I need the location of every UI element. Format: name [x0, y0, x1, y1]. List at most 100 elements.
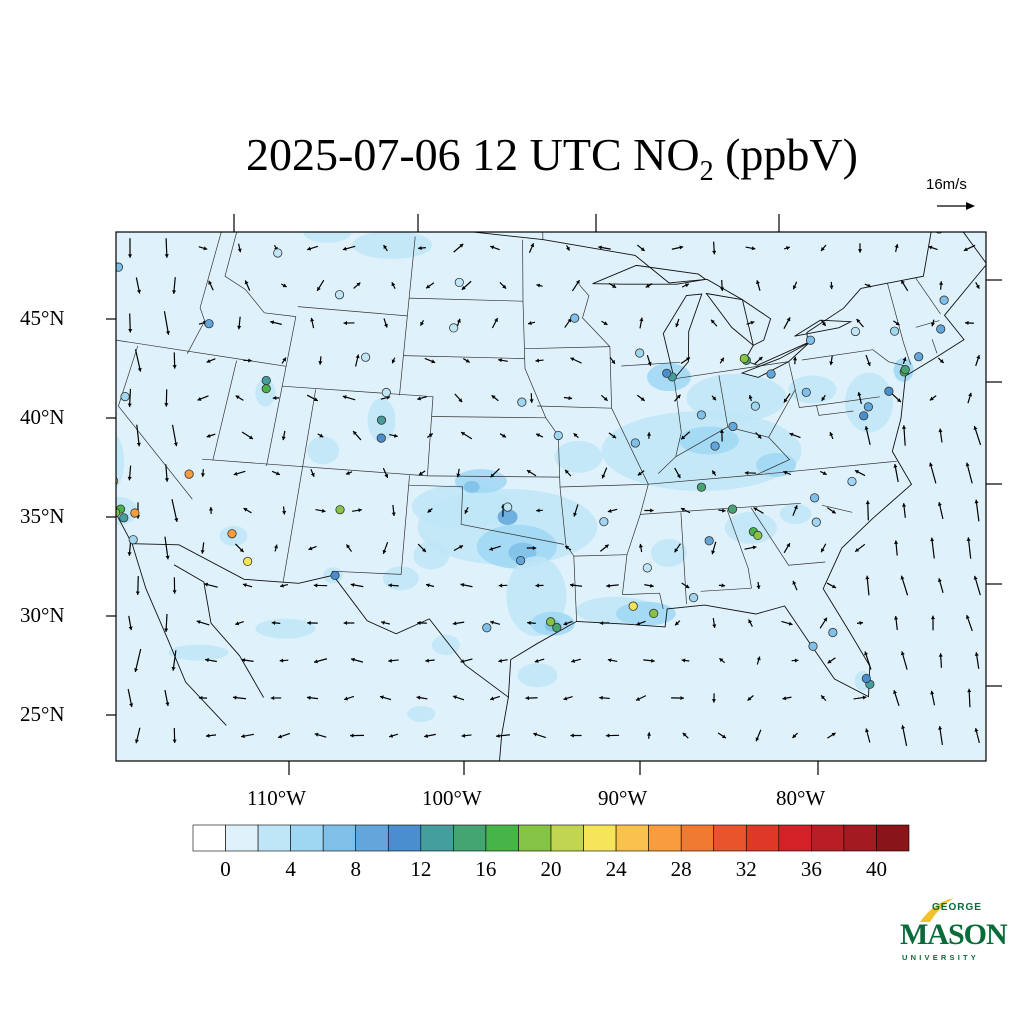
station-marker: [643, 564, 651, 572]
no2-plume: [517, 663, 557, 687]
station-marker: [335, 291, 343, 299]
station-marker: [862, 674, 870, 682]
station-marker: [649, 609, 657, 617]
station-marker: [103, 449, 111, 457]
station-marker: [812, 518, 820, 526]
colorbar-tick-label: 8: [336, 857, 376, 882]
colorbar-tick-label: 16: [466, 857, 506, 882]
no2-plume: [255, 619, 315, 639]
figure-title: 2025-07-06 12 UTC NO2 (ppbV): [0, 128, 1024, 188]
wind-reference-label: 16m/s: [926, 176, 967, 193]
station-marker: [914, 353, 922, 361]
station-marker: [740, 354, 748, 362]
station-marker: [66, 419, 74, 427]
colorbar-swatch: [421, 825, 454, 851]
no2-plume: [383, 566, 419, 590]
station-marker: [705, 537, 713, 545]
station-marker: [636, 349, 644, 357]
wind-reference-arrow: [937, 202, 975, 210]
no2-plume: [168, 645, 228, 661]
station-marker: [553, 623, 561, 631]
colorbar-swatch: [811, 825, 844, 851]
station-marker: [631, 439, 639, 447]
station-marker: [697, 483, 705, 491]
station-marker: [629, 602, 637, 610]
station-marker: [754, 531, 762, 539]
station-marker: [86, 406, 94, 414]
station-marker: [885, 387, 893, 395]
colorbar-tick-label: 36: [791, 857, 831, 882]
latitude-tick-label: 40°N: [20, 405, 65, 430]
colorbar-tick-label: 20: [531, 857, 571, 882]
station-marker: [697, 411, 705, 419]
colorbar-swatch: [649, 825, 682, 851]
logo-line1: GEORGE: [932, 902, 982, 913]
no2-plume: [303, 223, 351, 243]
no2-plume: [307, 436, 339, 464]
station-marker: [455, 278, 463, 286]
station-marker: [382, 388, 390, 396]
colorbar-swatch: [291, 825, 324, 851]
colorbar-swatch: [258, 825, 291, 851]
station-marker: [554, 431, 562, 439]
colorbar-swatch: [323, 825, 356, 851]
no2-plume: [407, 706, 435, 722]
colorbar: [193, 825, 909, 851]
latitude-tick-label: 30°N: [20, 603, 65, 628]
station-marker: [243, 557, 251, 565]
station-marker: [120, 514, 128, 522]
no2-plume: [464, 481, 480, 493]
colorbar-swatch: [356, 825, 389, 851]
station-marker: [135, 218, 143, 226]
station-marker: [205, 319, 213, 327]
latitude-tick-label: 35°N: [20, 504, 65, 529]
colorbar-tick-label: 24: [596, 857, 636, 882]
station-marker: [663, 369, 671, 377]
station-marker: [185, 470, 193, 478]
colorbar-swatch: [388, 825, 421, 851]
station-marker: [274, 249, 282, 257]
colorbar-swatch: [226, 825, 259, 851]
station-marker: [121, 392, 129, 400]
colorbar-tick-label: 32: [726, 857, 766, 882]
colorbar-swatch: [714, 825, 747, 851]
gmu-logo: GEORGE MASON UNIVERSITY: [898, 898, 1002, 968]
station-marker: [860, 412, 868, 420]
station-marker: [728, 505, 736, 513]
colorbar-swatch: [844, 825, 877, 851]
station-marker: [711, 442, 719, 450]
colorbar-swatch: [518, 825, 551, 851]
station-marker: [689, 593, 697, 601]
station-marker: [570, 314, 578, 322]
colorbar-tick-label: 0: [206, 857, 246, 882]
station-marker: [940, 296, 948, 304]
station-marker: [483, 624, 491, 632]
station-marker: [851, 327, 859, 335]
station-marker: [129, 536, 137, 544]
station-marker: [802, 388, 810, 396]
station-marker: [516, 556, 524, 564]
station-marker: [810, 494, 818, 502]
station-marker: [449, 324, 457, 332]
station-marker: [336, 505, 344, 513]
colorbar-tick-label: 40: [856, 857, 896, 882]
colorbar-tick-label: 28: [661, 857, 701, 882]
no2-plume: [756, 453, 796, 477]
station-marker: [829, 628, 837, 636]
station-marker: [131, 509, 139, 517]
station-marker: [890, 327, 898, 335]
station-marker: [518, 398, 526, 406]
station-marker: [377, 416, 385, 424]
colorbar-swatch: [584, 825, 617, 851]
no2-plume: [96, 432, 124, 492]
no2-plume: [413, 541, 449, 569]
colorbar-swatch: [453, 825, 486, 851]
logo-line2: MASON: [900, 918, 1007, 952]
logo-line3: UNIVERSITY: [902, 953, 979, 962]
no2-plume: [352, 231, 432, 259]
no2-plume: [679, 426, 739, 454]
station-marker: [228, 530, 236, 538]
colorbar-swatch: [486, 825, 519, 851]
latitude-tick-label: 45°N: [20, 306, 65, 331]
no2-plume: [725, 512, 777, 544]
